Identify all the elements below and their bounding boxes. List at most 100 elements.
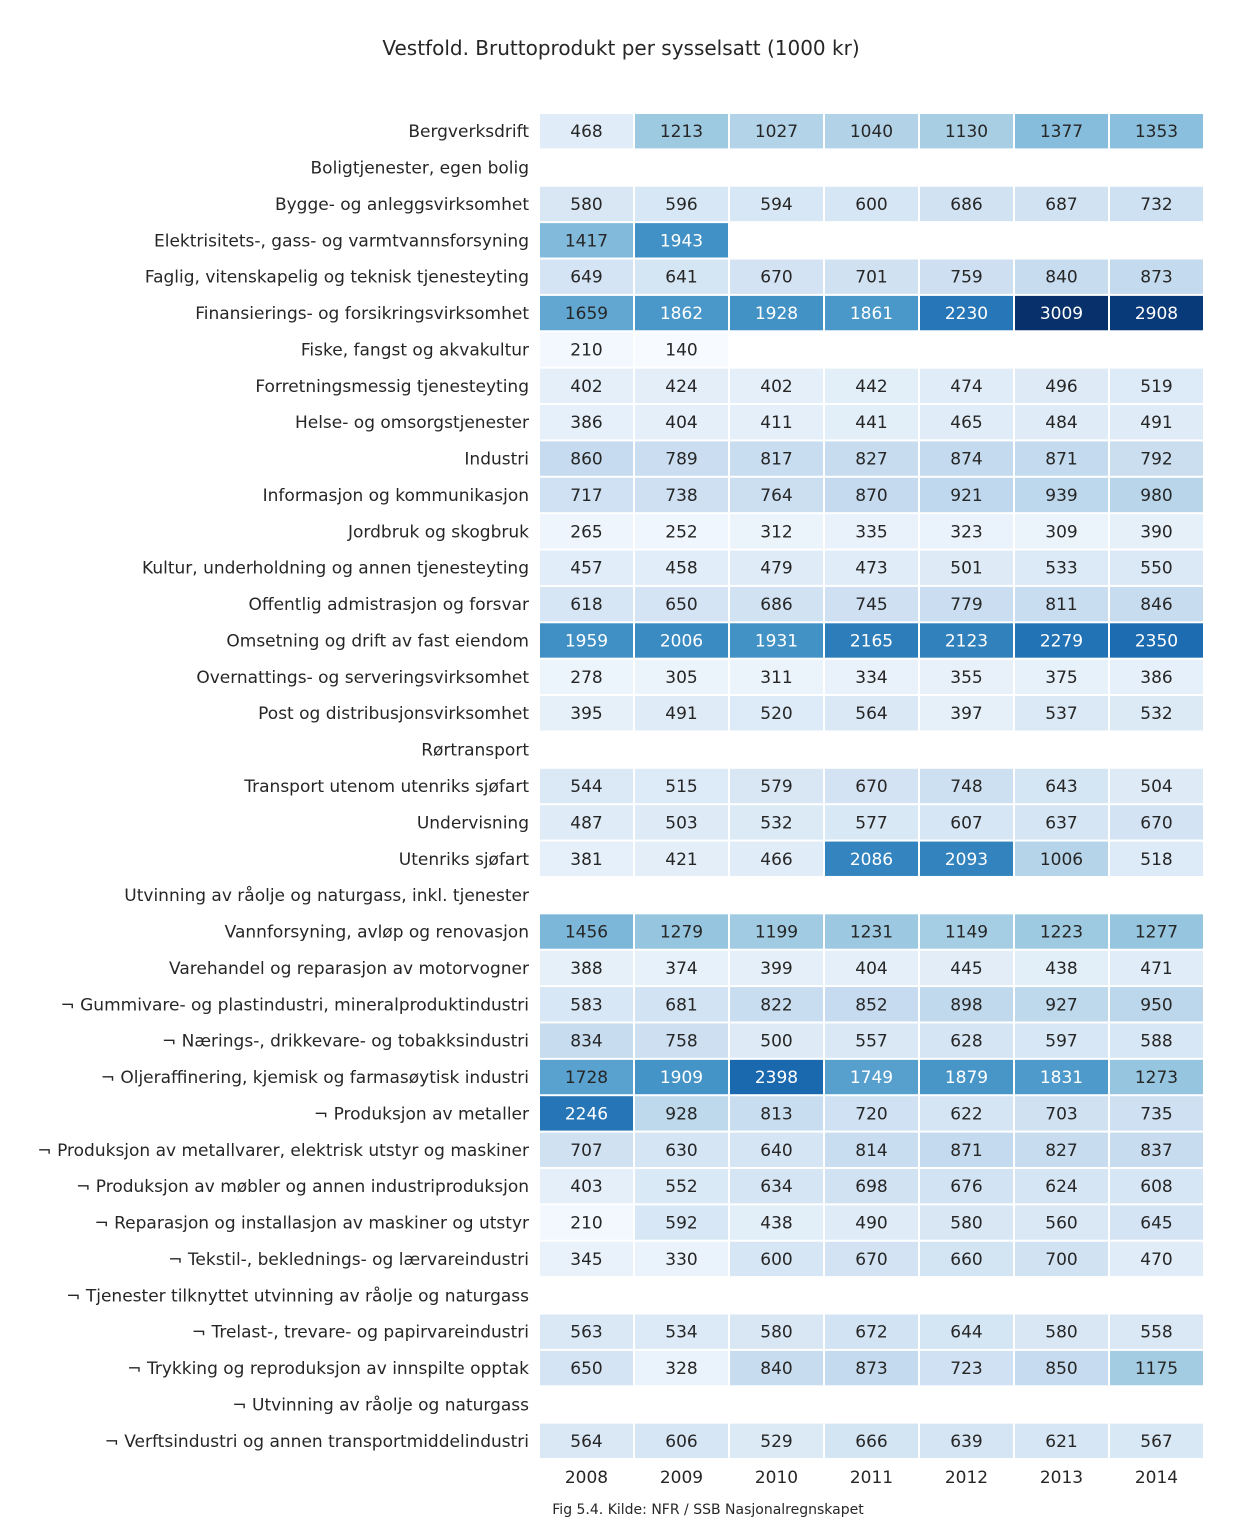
- cell-value-label: 252: [665, 522, 697, 542]
- heatmap-cell: [540, 1350, 633, 1386]
- heatmap-cell: [1015, 1096, 1108, 1131]
- cell-value-label: 1377: [1040, 122, 1083, 142]
- cell-value-label: 637: [1045, 813, 1077, 833]
- heatmap-cell: [540, 1132, 633, 1167]
- row-label: ¬ Trykking og reproduksjon av innspilte …: [127, 1359, 529, 1379]
- heatmap-cell: [825, 186, 918, 222]
- row-label: ¬ Utvinning av råolje og naturgass: [232, 1394, 529, 1415]
- heatmap-cell: [730, 1423, 823, 1458]
- heatmap-cell: [920, 186, 1013, 222]
- heatmap-cell: [635, 623, 728, 658]
- heatmap-cell: [540, 332, 633, 367]
- cell-value-label: 1861: [850, 304, 893, 324]
- row-labels: Bergverksdrift Boligtjenester, egen bolig…: [37, 122, 529, 1452]
- heatmap-cell: [1110, 1314, 1203, 1349]
- cell-value-label: 645: [1140, 1214, 1172, 1234]
- heatmap-cell: [825, 114, 918, 149]
- cell-value-label: 1027: [755, 122, 798, 142]
- heatmap-cell: [730, 987, 823, 1022]
- heatmap-cell: [635, 841, 728, 876]
- heatmap-cell: [1110, 768, 1203, 804]
- cell-value-label: 491: [1140, 413, 1172, 433]
- heatmap-cell: [920, 659, 1013, 695]
- cell-value-label: 764: [760, 486, 792, 506]
- heatmap-cell: [920, 550, 1013, 585]
- cell-value-label: 381: [570, 850, 602, 870]
- heatmap-cell: [1110, 1059, 1203, 1095]
- heatmap-cell: [1015, 186, 1108, 222]
- cell-value-label: 871: [1045, 450, 1077, 470]
- cell-value-label: 1659: [565, 304, 608, 324]
- heatmap-cell: [1110, 950, 1203, 986]
- cell-value-label: 735: [1140, 1104, 1172, 1124]
- cell-value-label: 630: [665, 1141, 697, 1161]
- heatmap-cell: [825, 659, 918, 695]
- cell-value-label: 375: [1045, 668, 1077, 688]
- cell-value-label: 374: [665, 959, 697, 979]
- cell-value-label: 1353: [1135, 122, 1178, 142]
- cell-value-label: 672: [855, 1323, 887, 1343]
- heatmap-cell: [540, 1168, 633, 1204]
- cell-value-label: 2093: [945, 850, 988, 870]
- cell-value-label: 544: [570, 777, 602, 797]
- heatmap-cell: [1110, 659, 1203, 695]
- heatmap-cell: [540, 550, 633, 585]
- heatmap-cell: [730, 477, 823, 513]
- heatmap-cell: [1015, 1205, 1108, 1240]
- row-label: Jordbruk og skogbruk: [347, 522, 529, 542]
- row-label: ¬ Oljeraffinering, kjemisk og farmasøyti…: [101, 1068, 529, 1088]
- cell-value-label: 529: [760, 1432, 792, 1452]
- cell-value-label: 504: [1140, 777, 1172, 797]
- cell-value-label: 580: [570, 195, 602, 215]
- heatmap-cell: [730, 1059, 823, 1095]
- heatmap-cell: [825, 1132, 918, 1167]
- heatmap-cell: [1110, 805, 1203, 840]
- cell-value-label: 564: [570, 1432, 602, 1452]
- heatmap-cell: [825, 1241, 918, 1277]
- heatmap-cell: [635, 1350, 728, 1386]
- cell-value-label: 1862: [660, 304, 703, 324]
- heatmap-cell: [920, 368, 1013, 404]
- heatmap-cell: [825, 1168, 918, 1204]
- heatmap-cell: [730, 295, 823, 331]
- row-label: ¬ Produksjon av metaller: [314, 1104, 529, 1124]
- cell-value-label: 552: [665, 1177, 697, 1197]
- heatmap-cell: [1015, 550, 1108, 585]
- heatmap-cell: [540, 441, 633, 476]
- cell-value-label: 840: [760, 1359, 792, 1379]
- heatmap-cell: [730, 1241, 823, 1277]
- cell-value-label: 1831: [1040, 1068, 1083, 1088]
- heatmap-cell: [1110, 841, 1203, 876]
- cell-value-label: 698: [855, 1177, 887, 1197]
- cell-value-label: 323: [950, 522, 982, 542]
- cell-value-label: 491: [665, 704, 697, 724]
- cell-value-label: 583: [570, 995, 602, 1015]
- heatmap-cell: [635, 1023, 728, 1058]
- cell-value-label: 860: [570, 450, 602, 470]
- cell-value-label: 621: [1045, 1432, 1077, 1452]
- heatmap-cells: 468 1213 1027 1040 1130 1377 1353 580 596 594 600 6…: [540, 114, 1203, 1458]
- heatmap-cell: [825, 1096, 918, 1131]
- heatmap-cell: [920, 405, 1013, 440]
- heatmap-cell: [825, 1350, 918, 1386]
- heatmap-cell: [730, 1314, 823, 1349]
- cell-value-label: 597: [1045, 1032, 1077, 1052]
- heatmap-cell: [825, 259, 918, 294]
- cell-value-label: 355: [950, 668, 982, 688]
- cell-value-label: 468: [570, 122, 602, 142]
- heatmap-cell: [920, 586, 1013, 622]
- cell-value-label: 1006: [1040, 850, 1083, 870]
- heatmap-cell: [635, 914, 728, 949]
- row-label: Vannforsyning, avløp og renovasjon: [225, 923, 529, 943]
- cell-value-label: 1943: [660, 231, 703, 251]
- heatmap-cell: [1110, 114, 1203, 149]
- cell-value-label: 411: [760, 413, 792, 433]
- cell-value-label: 2006: [660, 631, 703, 651]
- cell-value-label: 519: [1140, 377, 1172, 397]
- heatmap-cell: [825, 987, 918, 1022]
- cell-value-label: 624: [1045, 1177, 1077, 1197]
- heatmap-cell: [1110, 623, 1203, 658]
- cell-value-label: 438: [1045, 959, 1077, 979]
- heatmap-cell: [825, 586, 918, 622]
- cell-value-label: 1909: [660, 1068, 703, 1088]
